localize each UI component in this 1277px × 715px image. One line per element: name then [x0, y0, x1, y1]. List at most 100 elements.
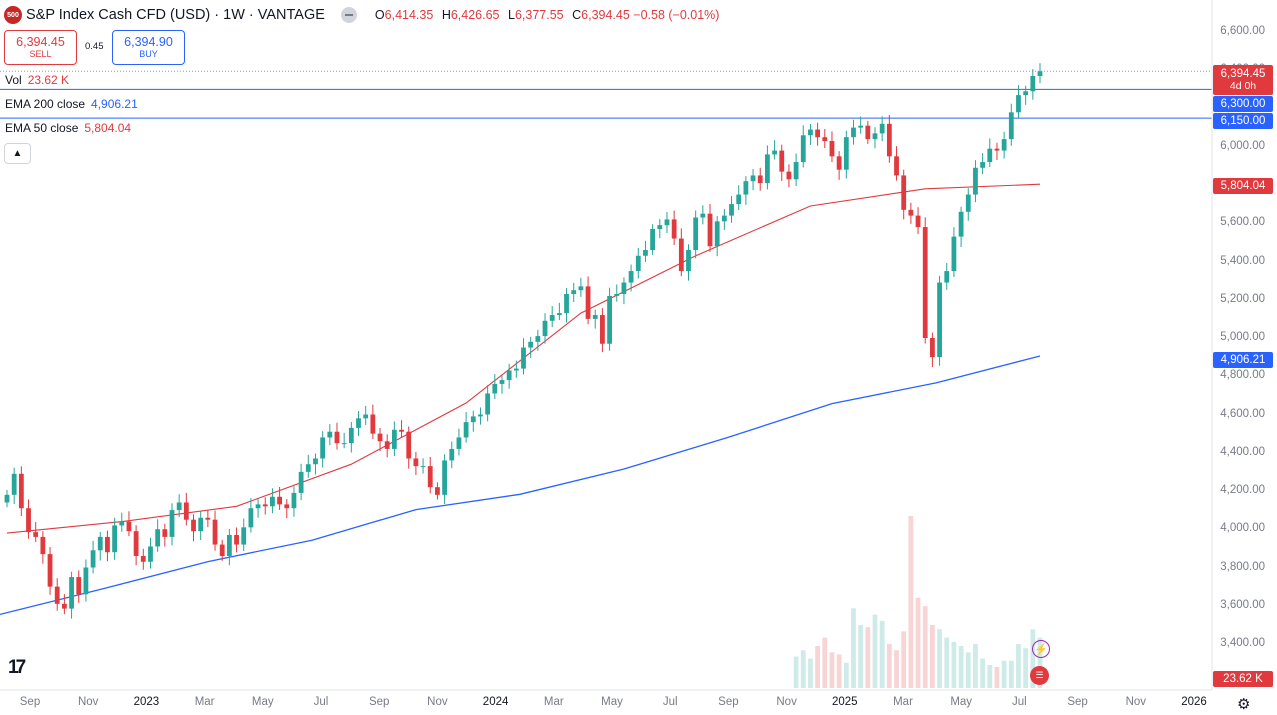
volume-bar — [944, 637, 950, 688]
candle-body — [937, 282, 942, 358]
candle — [721, 208, 727, 230]
volume-bar — [894, 650, 899, 688]
volume-bar — [1001, 660, 1007, 688]
candle — [571, 282, 577, 303]
candle — [54, 578, 60, 611]
volume-bar — [872, 614, 878, 688]
candle-body — [894, 156, 899, 176]
price-tick-label: 5,400.00 — [1220, 254, 1265, 267]
candle — [155, 519, 161, 552]
legend-ema200[interactable]: EMA 200 close 4,906.21 — [5, 97, 138, 111]
candle — [714, 215, 720, 257]
candle — [478, 407, 483, 425]
candle-body — [148, 546, 153, 562]
candle — [556, 302, 562, 321]
candle-body — [18, 473, 24, 509]
candle — [678, 228, 684, 277]
legend-volume[interactable]: Vol 23.62 K — [5, 73, 69, 87]
candle — [1037, 63, 1043, 84]
candle-body — [843, 137, 849, 170]
candle-body — [277, 496, 282, 505]
candle-body — [162, 529, 168, 537]
candle-body — [556, 313, 562, 316]
candle — [61, 594, 67, 615]
candle-body — [485, 393, 491, 415]
time-tick-label: 2026 — [1181, 696, 1207, 708]
candle — [255, 498, 261, 518]
volume-bar — [829, 652, 835, 688]
candle — [499, 374, 505, 394]
candle-body — [26, 508, 31, 533]
candle — [865, 120, 871, 144]
volume-bar — [1023, 648, 1029, 688]
chart-title[interactable]: S&P Index Cash CFD (USD) · 1W · VANTAGE — [26, 7, 325, 23]
candle — [757, 167, 763, 191]
candle — [643, 240, 648, 262]
price-tick-label: 4,000.00 — [1220, 522, 1265, 535]
candle-body — [76, 577, 82, 595]
candle — [1008, 103, 1014, 146]
candle — [69, 571, 74, 619]
candle — [650, 224, 656, 255]
candle-body — [1008, 112, 1014, 140]
hline-6150-tag[interactable]: 6,150.00 — [1213, 113, 1273, 129]
candle-body — [886, 123, 892, 157]
candle-body — [1001, 139, 1007, 151]
candle — [564, 288, 569, 323]
candle-body — [377, 433, 383, 442]
candle-body — [169, 510, 175, 537]
flash-icon[interactable]: ⚡ — [1032, 640, 1050, 658]
buy-price: 6,394.90 — [124, 35, 173, 49]
candle-body — [47, 554, 53, 587]
candle — [693, 210, 699, 259]
candle-body — [793, 162, 799, 180]
volume-bar — [908, 516, 914, 688]
hide-icon[interactable] — [340, 7, 357, 23]
buy-button[interactable]: 6,394.90 BUY — [112, 30, 185, 65]
last-price-tag: 6,394.45 4d 0h — [1213, 65, 1273, 95]
buy-label: BUY — [139, 49, 158, 59]
tradingview-logo[interactable]: 17 — [8, 657, 26, 678]
open-value: 6,414.35 — [384, 8, 434, 22]
time-tick-label: Jul — [662, 696, 678, 708]
close-key: C — [572, 8, 582, 22]
sell-label: SELL — [29, 49, 52, 59]
candle-body — [714, 221, 720, 247]
candle-body — [765, 154, 770, 184]
gear-icon[interactable]: ⚙ — [1237, 696, 1251, 713]
horizontal-lines[interactable] — [0, 70, 1212, 119]
candle-body — [341, 443, 347, 445]
price-tick-label: 4,600.00 — [1220, 407, 1265, 420]
volume-bar — [929, 625, 935, 688]
candle — [33, 521, 39, 543]
chevron-up-icon[interactable]: ▲ — [4, 143, 31, 164]
volume-bar — [951, 641, 957, 688]
legend-ema200-name: EMA 200 close — [5, 97, 86, 111]
candle — [191, 514, 196, 542]
time-tick-label: Sep — [718, 696, 739, 708]
candle — [958, 206, 964, 247]
candle — [987, 138, 993, 168]
legend-ema50[interactable]: EMA 50 close 5,804.04 — [5, 121, 131, 135]
candle-body — [334, 431, 340, 444]
volume-bar — [865, 627, 871, 688]
candle-body — [700, 213, 706, 218]
candle — [83, 559, 89, 602]
hline-6300-tag[interactable]: 6,300.00 — [1213, 96, 1273, 112]
candle — [47, 547, 53, 595]
last-price-countdown: 4d 0h — [1229, 80, 1257, 92]
candle — [356, 411, 361, 436]
candle — [549, 306, 555, 328]
candle — [492, 374, 498, 400]
price-tick-label: 6,000.00 — [1220, 139, 1265, 152]
candle-body — [908, 209, 914, 216]
sell-button[interactable]: 6,394.45 SELL — [4, 30, 77, 65]
candle — [370, 404, 376, 439]
price-tick-label: 6,600.00 — [1220, 25, 1265, 37]
candle-body — [413, 458, 419, 467]
us-flag-icon[interactable]: ☰ — [1030, 666, 1049, 685]
candle-body — [284, 504, 290, 509]
candle — [585, 276, 591, 325]
candle — [198, 511, 204, 540]
